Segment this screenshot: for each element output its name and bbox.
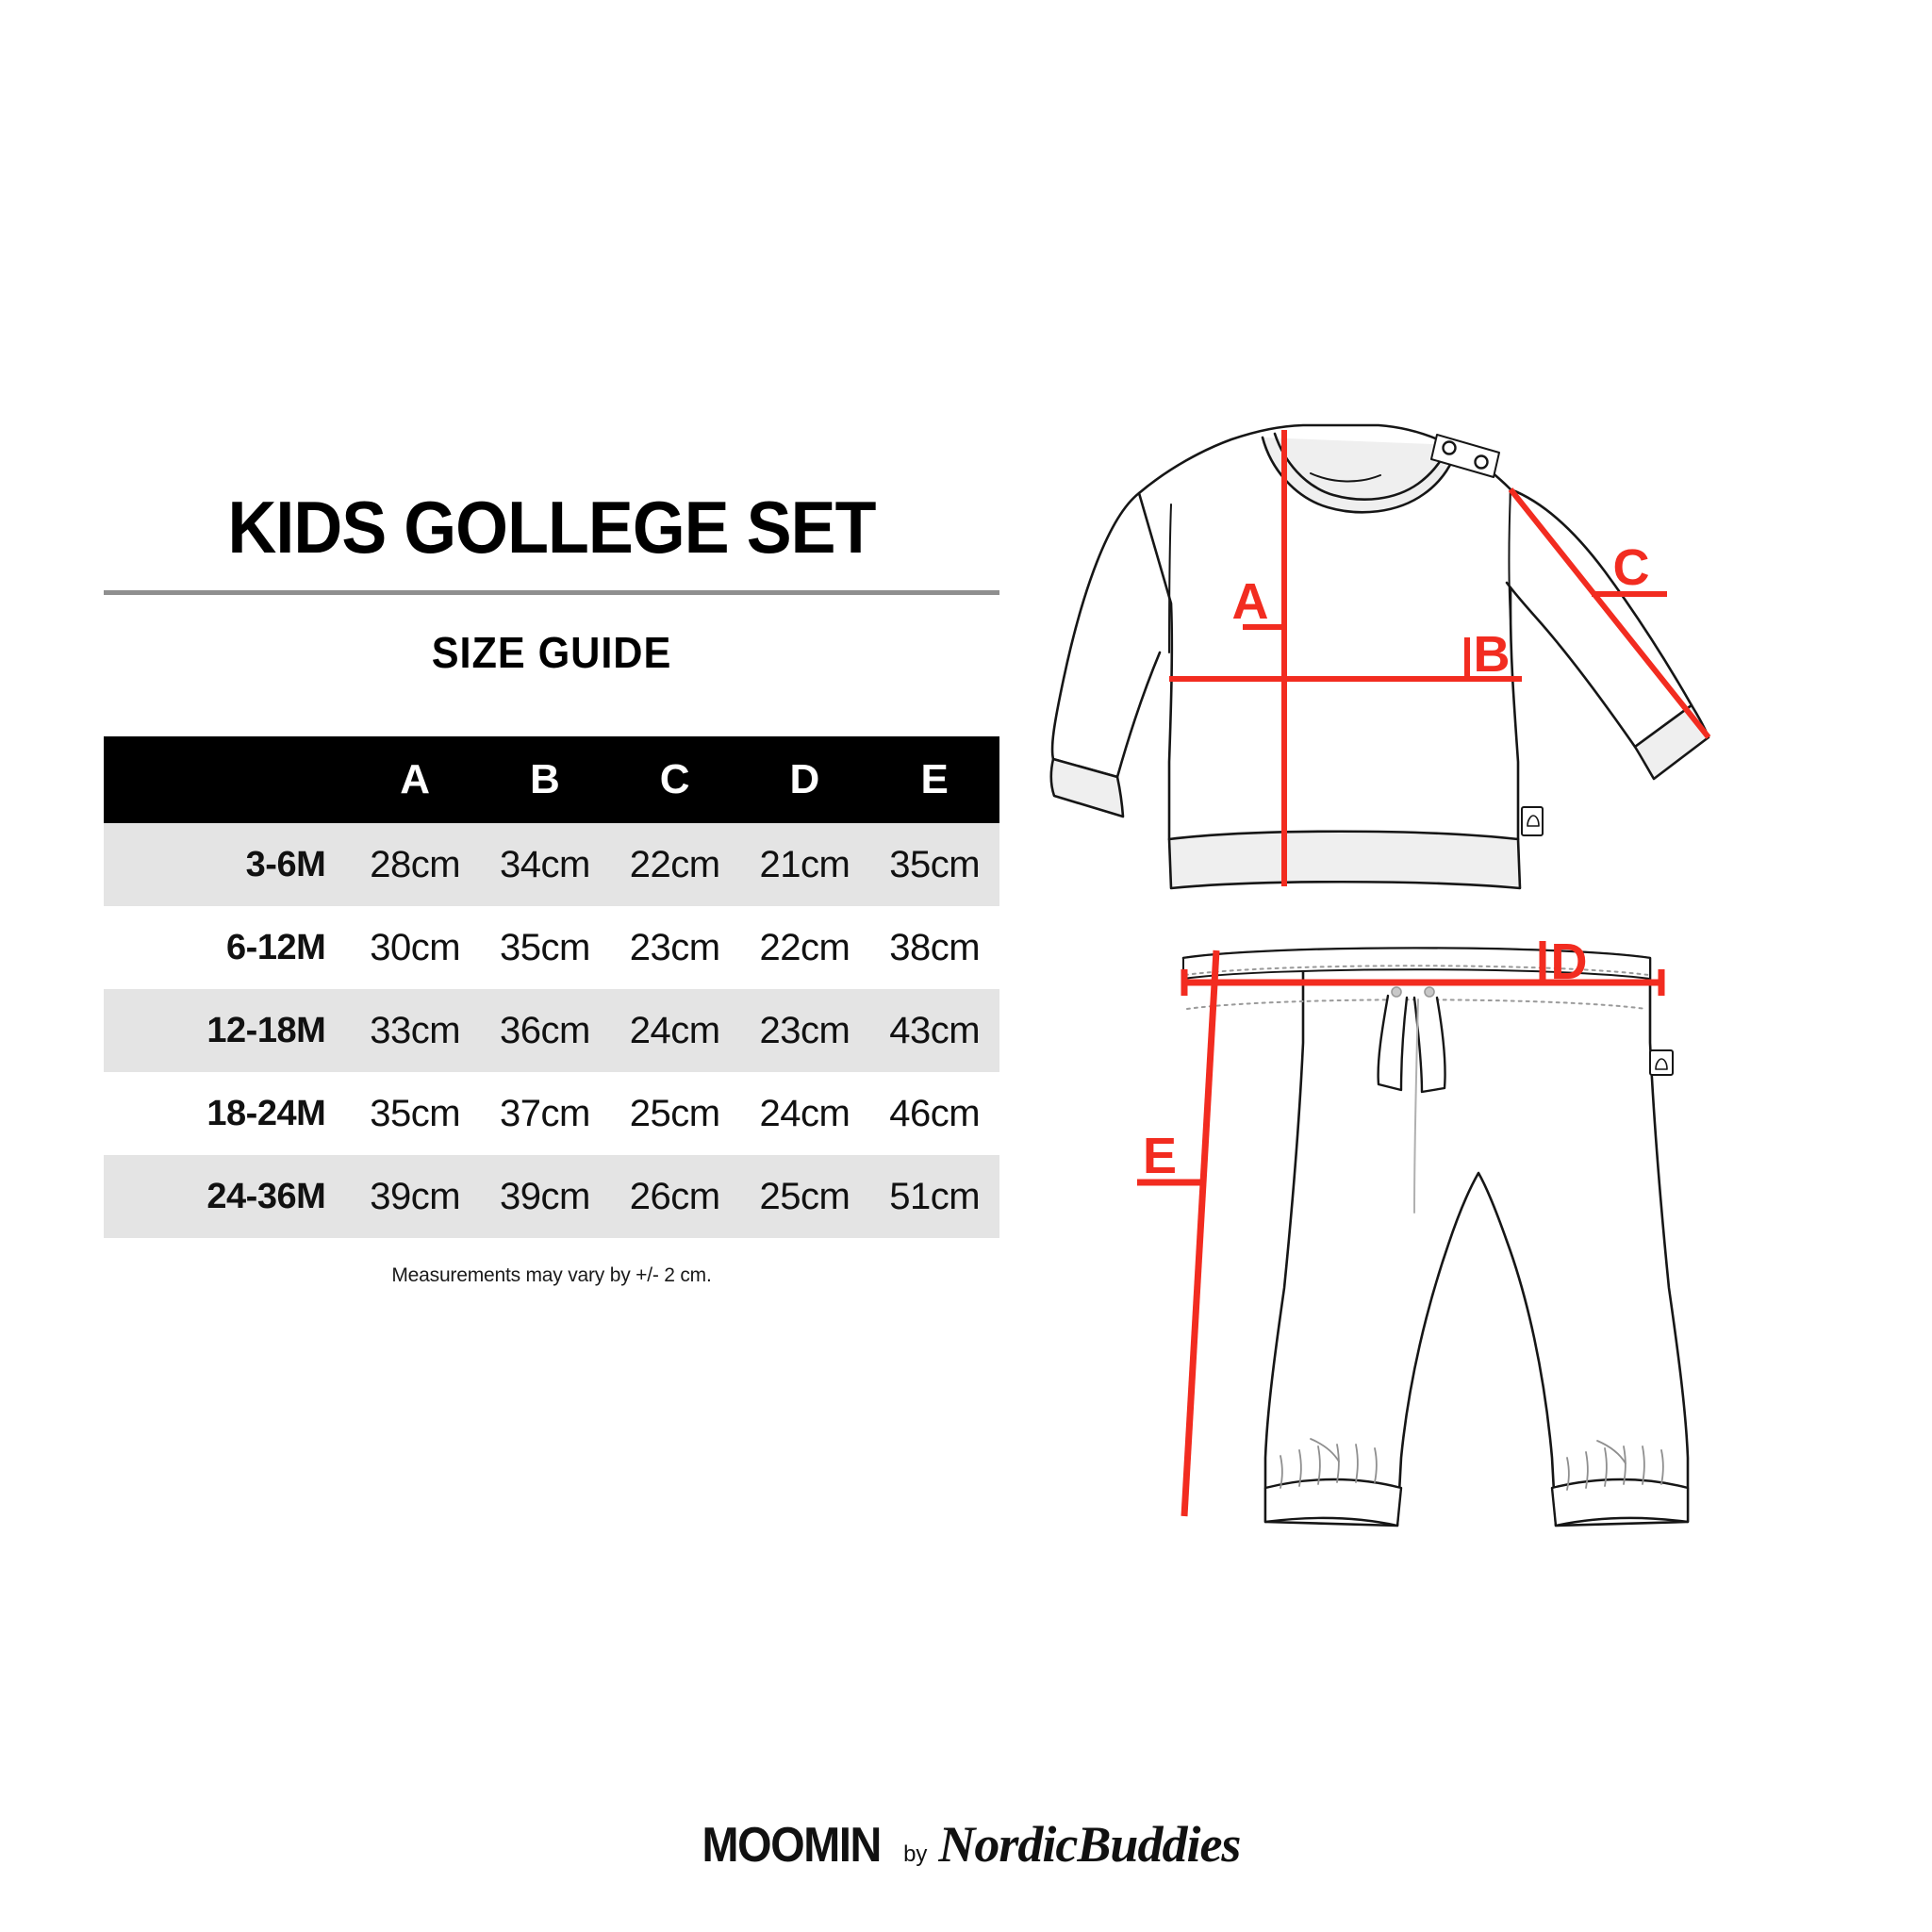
pants-body xyxy=(1181,947,1690,1527)
cell-d: 23cm xyxy=(739,989,870,1072)
cell-c: 24cm xyxy=(609,989,740,1072)
waistband-stitch-1 xyxy=(1184,965,1649,976)
sweatshirt-illustration: A B C xyxy=(1049,423,1711,890)
page-subtitle: SIZE GUIDE xyxy=(431,628,672,677)
cell-b: 37cm xyxy=(480,1072,610,1155)
cell-e: 43cm xyxy=(869,989,999,1072)
table-row: 3-6M 28cm 34cm 22cm 21cm 35cm xyxy=(104,823,999,906)
cell-c: 26cm xyxy=(609,1155,740,1238)
cell-b: 36cm xyxy=(480,989,610,1072)
marker-line-c xyxy=(1508,487,1711,739)
marker-label-d: D xyxy=(1551,933,1588,990)
table-row: 18-24M 35cm 37cm 25cm 24cm 46cm xyxy=(104,1072,999,1155)
right-ankle-cuff xyxy=(1550,1478,1690,1527)
table-row: 12-18M 33cm 36cm 24cm 23cm 43cm xyxy=(104,989,999,1072)
column-header-a: A xyxy=(350,736,480,823)
table-header-row: A B C D E xyxy=(104,736,999,823)
marker-label-e: E xyxy=(1143,1128,1177,1184)
row-size-label: 24-36M xyxy=(104,1155,351,1238)
row-size-label: 6-12M xyxy=(104,906,351,989)
size-guide-panel: KIDS GOLLEGE SET SIZE GUIDE A B C D E 3-… xyxy=(104,490,999,1287)
cell-a: 39cm xyxy=(350,1155,480,1238)
cell-e: 51cm xyxy=(869,1155,999,1238)
collar-back-seam xyxy=(1310,472,1381,483)
right-cuff xyxy=(1633,703,1710,781)
eyelet-right xyxy=(1424,986,1435,998)
column-header-size xyxy=(104,736,351,823)
column-header-d: D xyxy=(739,736,870,823)
cell-e: 46cm xyxy=(869,1072,999,1155)
cell-c: 22cm xyxy=(609,823,740,906)
cell-e: 35cm xyxy=(869,823,999,906)
title-divider xyxy=(104,590,999,595)
measurement-markers-top: A B C xyxy=(1169,430,1711,886)
pants-illustration: D E xyxy=(1137,933,1690,1527)
row-size-label: 18-24M xyxy=(104,1072,351,1155)
moomin-wordmark: MOOMIN xyxy=(702,1818,882,1873)
drawstring-left xyxy=(1377,994,1409,1092)
cell-d: 25cm xyxy=(739,1155,870,1238)
table-body: 3-6M 28cm 34cm 22cm 21cm 35cm 6-12M 30cm… xyxy=(104,823,999,1238)
moomin-head-glyph xyxy=(1527,815,1540,827)
footer-logo: MOOMIN by NordicBuddies xyxy=(0,1815,1932,1874)
cell-c: 23cm xyxy=(609,906,740,989)
left-cuff xyxy=(1049,757,1125,818)
measurement-disclaimer: Measurements may vary by +/- 2 cm. xyxy=(391,1264,712,1286)
marker-line-e xyxy=(1181,949,1220,1517)
left-ankle-cuff xyxy=(1263,1478,1403,1527)
cell-d: 21cm xyxy=(739,823,870,906)
cell-b: 35cm xyxy=(480,906,610,989)
footer-connector: by xyxy=(903,1841,928,1867)
marker-label-b: B xyxy=(1474,626,1511,683)
marker-label-a: A xyxy=(1232,573,1269,630)
snap-button-2 xyxy=(1474,454,1489,470)
center-front-seam xyxy=(1413,999,1419,1214)
left-sleeve xyxy=(1050,491,1162,779)
right-sleeve xyxy=(1505,487,1693,749)
cell-a: 30cm xyxy=(350,906,480,989)
size-guide-table: A B C D E 3-6M 28cm 34cm 22cm 21cm 35cm … xyxy=(104,736,999,1238)
page-title: KIDS GOLLEGE SET xyxy=(227,486,876,569)
row-size-label: 3-6M xyxy=(104,823,351,906)
nordic-buddies-wordmark: NordicBuddies xyxy=(938,1816,1241,1873)
cuff-gather-lines xyxy=(1280,1438,1664,1491)
cell-e: 38cm xyxy=(869,906,999,989)
measurement-markers-bottom: D E xyxy=(1137,933,1665,1517)
table-row: 24-36M 39cm 39cm 26cm 25cm 51cm xyxy=(104,1155,999,1238)
cell-a: 35cm xyxy=(350,1072,480,1155)
eyelet-left xyxy=(1391,986,1402,998)
cell-a: 28cm xyxy=(350,823,480,906)
row-size-label: 12-18M xyxy=(104,989,351,1072)
pants-moomin-head-glyph xyxy=(1655,1058,1668,1070)
cell-a: 33cm xyxy=(350,989,480,1072)
marker-label-c: C xyxy=(1613,539,1650,596)
column-header-b: B xyxy=(480,736,610,823)
right-armhole-seam xyxy=(1508,488,1511,621)
cell-b: 34cm xyxy=(480,823,610,906)
body-hem-rib xyxy=(1167,830,1522,890)
snap-button-1 xyxy=(1442,440,1457,455)
cell-c: 25cm xyxy=(609,1072,740,1155)
column-header-e: E xyxy=(869,736,999,823)
cell-d: 24cm xyxy=(739,1072,870,1155)
column-header-c: C xyxy=(609,736,740,823)
collar-inner-line xyxy=(1273,432,1452,501)
cell-d: 22cm xyxy=(739,906,870,989)
cell-b: 39cm xyxy=(480,1155,610,1238)
waistband-top xyxy=(1182,947,1651,980)
left-armhole-seam xyxy=(1168,504,1172,653)
table-row: 6-12M 30cm 35cm 23cm 22cm 38cm xyxy=(104,906,999,989)
garment-illustrations: A B C xyxy=(1028,396,1905,1641)
table-header: A B C D E xyxy=(104,736,999,823)
